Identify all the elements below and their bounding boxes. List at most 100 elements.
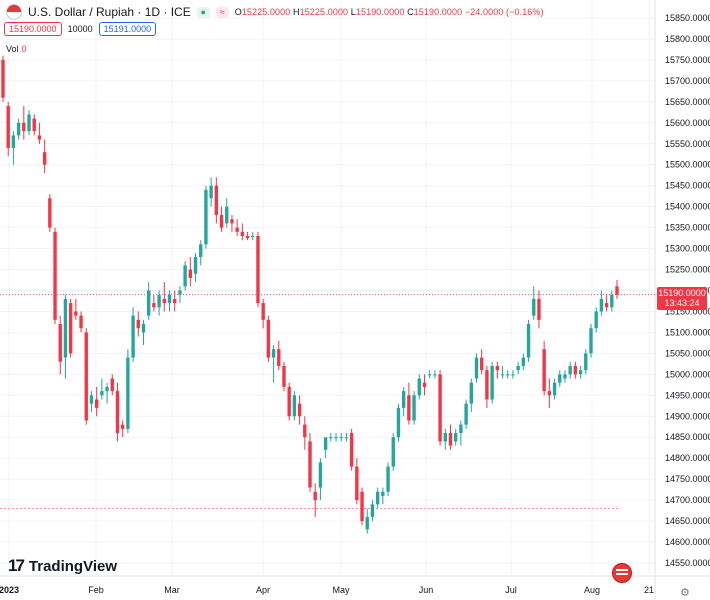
market-open-icon[interactable]: ● — [196, 6, 210, 18]
candle-body — [188, 269, 193, 278]
candle-body — [334, 437, 338, 439]
candle-body — [58, 324, 62, 362]
candle-body — [68, 303, 73, 354]
candle-body — [386, 466, 390, 492]
candle-body — [454, 433, 458, 442]
bar-countdown: 13:43:24 — [664, 298, 700, 308]
candle-body — [365, 516, 369, 530]
candle-body — [147, 290, 151, 316]
candle-body — [256, 236, 260, 304]
symbol-legend: U.S. Dollar / Rupiah · 1D · ICE ● ≈ O152… — [6, 4, 544, 20]
candle-body — [610, 294, 614, 308]
tradingview-logo[interactable]: 17 TradingView — [8, 556, 117, 576]
buy-price-button[interactable]: 15191.0000 — [98, 22, 157, 36]
y-tick-label: 15400.0000 — [665, 202, 710, 212]
candle-body — [433, 374, 437, 376]
candle-body — [427, 374, 432, 376]
candle-body — [469, 382, 473, 404]
candle-body — [22, 122, 26, 132]
candle-body — [11, 135, 16, 148]
candle-body — [126, 357, 130, 429]
candle-body — [167, 294, 172, 304]
x-tick-label: 2023 — [0, 585, 19, 595]
candle-body — [303, 424, 307, 438]
candle-body — [251, 236, 255, 237]
candle-body — [173, 298, 177, 304]
candle-body — [235, 227, 239, 232]
y-tick-label: 15650.0000 — [665, 97, 710, 107]
candle-body — [110, 378, 114, 392]
candle-body — [329, 437, 333, 439]
candle-body — [32, 118, 36, 132]
candle-body — [490, 365, 494, 400]
y-tick-label: 14900.0000 — [665, 411, 710, 421]
candle-body — [214, 185, 219, 216]
candle-body — [63, 298, 68, 358]
candle-body — [417, 378, 421, 396]
candle-body — [537, 298, 541, 320]
x-tick-label: May — [332, 585, 350, 595]
candle-body — [323, 437, 328, 450]
candle-body — [495, 365, 500, 371]
candle-body — [407, 395, 411, 421]
current-price-label: 15190.0000 — [658, 288, 706, 298]
settings-icon[interactable]: ⚙ — [680, 587, 690, 599]
candle-body — [521, 357, 526, 366]
candle-body — [48, 198, 52, 228]
candle-body — [79, 315, 83, 329]
candle-body — [219, 215, 224, 228]
candle-body — [131, 315, 135, 358]
candle-body — [271, 349, 276, 358]
candle-body — [199, 244, 203, 257]
candle-body — [183, 265, 187, 287]
country-flag-icon[interactable] — [612, 563, 632, 583]
candle-body — [339, 437, 343, 439]
candle-body — [401, 391, 406, 408]
candle-body — [547, 391, 552, 396]
candle-body — [396, 407, 401, 438]
y-tick-label: 15600.0000 — [665, 118, 710, 128]
candle-body — [355, 466, 359, 501]
x-tick-label: Jul — [505, 585, 517, 595]
y-tick-label: 14800.0000 — [665, 453, 710, 463]
candle-body — [277, 349, 281, 366]
candle-body — [240, 231, 245, 236]
candle-body — [500, 374, 505, 376]
candle-body — [266, 319, 271, 358]
candle-body — [506, 374, 510, 376]
candle-body — [391, 437, 395, 467]
candle-body — [230, 219, 234, 224]
y-tick-label: 15300.0000 — [665, 244, 710, 254]
y-tick-label: 15350.0000 — [665, 223, 710, 233]
candle-body — [578, 370, 583, 375]
candle-body — [349, 433, 354, 467]
y-tick-label: 15800.0000 — [665, 34, 710, 44]
candle-body — [282, 365, 286, 387]
candle-body — [162, 298, 166, 304]
candle-body — [381, 491, 385, 496]
candle-body — [511, 374, 515, 376]
tradingview-logo-icon: 17 — [8, 556, 25, 575]
sell-price-button[interactable]: 15190.0000 — [4, 22, 62, 36]
candle-body — [204, 189, 208, 245]
candle-body — [370, 504, 375, 517]
y-tick-label: 14700.0000 — [665, 495, 710, 505]
candle-body — [584, 353, 588, 371]
x-tick-label: Aug — [584, 585, 600, 595]
x-tick-label: 21 — [644, 585, 654, 595]
candle-body — [438, 374, 442, 442]
x-tick-label: Jun — [419, 585, 434, 595]
symbol-title[interactable]: U.S. Dollar / Rupiah · 1D · ICE — [28, 5, 191, 19]
candle-body — [422, 382, 427, 387]
candle-body — [6, 106, 10, 148]
y-tick-label: 15100.0000 — [665, 327, 710, 337]
y-tick-label: 15250.0000 — [665, 265, 710, 275]
candle-body — [443, 433, 447, 442]
data-source-icon[interactable]: ≈ — [215, 6, 229, 18]
candle-body — [563, 374, 567, 379]
candle-body — [604, 303, 609, 308]
candle-body — [615, 286, 619, 295]
candle-body — [526, 324, 531, 358]
logo-text: TradingView — [28, 557, 118, 575]
